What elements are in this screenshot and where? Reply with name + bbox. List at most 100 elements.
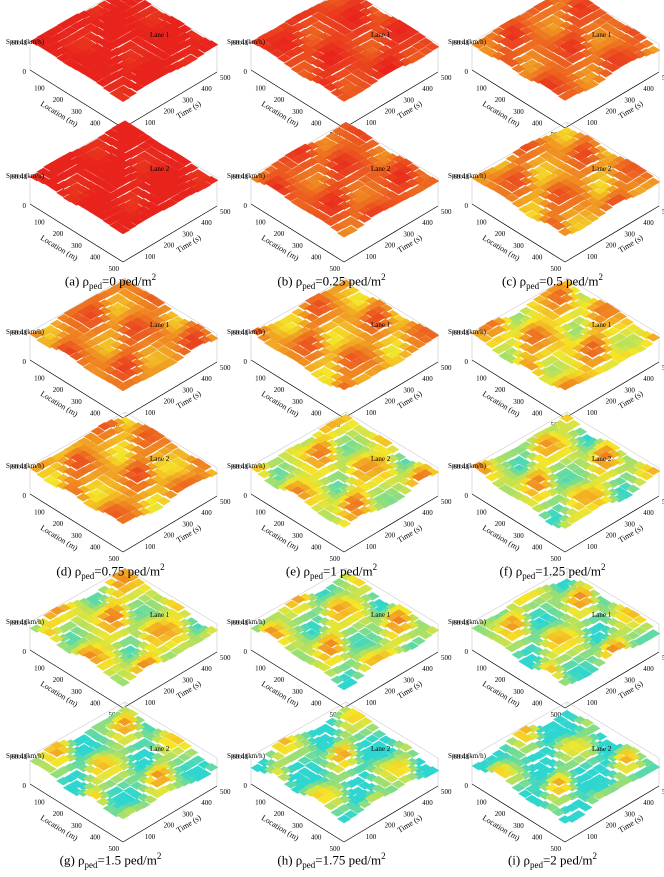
location-tick-label: 100 bbox=[34, 219, 45, 227]
surface-cell bbox=[190, 466, 205, 476]
zero-label: 0 bbox=[465, 358, 469, 366]
caption-prefix: (c) ρ bbox=[502, 273, 527, 289]
surface-cell bbox=[619, 175, 634, 184]
surface-cell bbox=[391, 186, 406, 195]
zero-label: 0 bbox=[465, 202, 469, 210]
surface-cell bbox=[122, 368, 138, 378]
surface-cell bbox=[592, 17, 608, 27]
time-tick-label: 400 bbox=[643, 799, 654, 807]
surface-cell bbox=[578, 209, 593, 218]
time-tick-label: 500 bbox=[220, 74, 231, 82]
caption-sup: 2 bbox=[156, 851, 162, 861]
time-tick-label: 300 bbox=[624, 96, 635, 104]
surface-cell bbox=[498, 189, 513, 198]
location-tick-label: 200 bbox=[53, 386, 64, 394]
caption-sub: ped bbox=[302, 859, 316, 870]
surface-cell bbox=[70, 22, 85, 31]
surface-cell bbox=[579, 157, 594, 166]
time-tick-label: 200 bbox=[164, 242, 175, 250]
location-tick-label: 200 bbox=[495, 230, 506, 238]
surface-cell bbox=[357, 214, 372, 223]
panel-e: 060.48100200300400500100200300400500Spee… bbox=[227, 277, 452, 563]
surface-cell bbox=[284, 17, 299, 27]
surface-cell bbox=[632, 33, 648, 42]
surface-cell bbox=[323, 82, 338, 92]
surface-cell bbox=[364, 209, 379, 218]
surface-cell bbox=[122, 88, 137, 98]
speed-axis-title: Speed (km/h) bbox=[227, 462, 266, 470]
location-tick-label: 200 bbox=[53, 96, 64, 104]
lane-2-plot: 060.48100200300400500100200300400500Spee… bbox=[227, 121, 452, 273]
surface-cell bbox=[344, 22, 360, 31]
speed-tick-label: 60.48 bbox=[11, 173, 27, 181]
surface-cell bbox=[572, 171, 587, 180]
surface-cell bbox=[96, 211, 111, 221]
zero-label: 0 bbox=[23, 202, 27, 210]
time-tick-label: 400 bbox=[201, 219, 212, 227]
surface-cell bbox=[557, 227, 573, 237]
surface-cell bbox=[539, 151, 554, 161]
surface-cell bbox=[504, 58, 520, 68]
surface-cell bbox=[323, 66, 339, 75]
zero-label: 0 bbox=[465, 782, 469, 790]
surface-cell bbox=[599, 13, 614, 22]
surface-cell bbox=[170, 161, 186, 171]
time-tick-label: 200 bbox=[164, 108, 175, 116]
time-tick-label: 300 bbox=[182, 96, 193, 104]
surface-cell bbox=[177, 190, 192, 199]
location-tick-label: 100 bbox=[34, 509, 45, 517]
surface-cell bbox=[425, 42, 440, 51]
surface-cell bbox=[559, 413, 575, 423]
caption-prefix: (a) ρ bbox=[64, 273, 90, 289]
lane-label: Lane 1 bbox=[150, 611, 170, 619]
lane-label: Lane 2 bbox=[371, 165, 391, 173]
lane-label: Lane 1 bbox=[592, 31, 612, 39]
surface-cell bbox=[137, 141, 152, 151]
surface-cell bbox=[418, 46, 433, 56]
surface-cell bbox=[270, 49, 285, 58]
time-tick-label: 200 bbox=[606, 398, 617, 406]
caption-value: =1.5 ped/m bbox=[97, 852, 157, 868]
location-tick-label: 300 bbox=[513, 108, 524, 116]
location-axis-line bbox=[471, 203, 566, 263]
location-tick-label: 200 bbox=[53, 676, 64, 684]
lane-2-plot: 060.48100200300400500100200300400500Spee… bbox=[6, 701, 231, 853]
surface-cell bbox=[290, 64, 305, 74]
location-tick-label: 300 bbox=[513, 532, 524, 540]
time-tick-label: 200 bbox=[385, 688, 396, 696]
lane-label: Lane 2 bbox=[592, 745, 612, 753]
zero-label: 0 bbox=[23, 358, 27, 366]
caption-sup: 2 bbox=[598, 272, 604, 282]
surface-cell bbox=[116, 373, 131, 382]
caption-value: =0.75 ped/m bbox=[94, 563, 161, 579]
surface-cell bbox=[511, 179, 526, 188]
lane-1-plot: 060.48100200300400500100200300400500Spee… bbox=[227, 567, 452, 719]
location-tick-label: 200 bbox=[53, 520, 64, 528]
panel-caption: (c) ρped=0.5 ped/m2 bbox=[442, 272, 663, 291]
panel-c: 0 60.48 100 200 300 400 500 100 200 300 400 500 Spee… bbox=[448, 0, 664, 273]
caption-sup: 2 bbox=[151, 272, 157, 282]
location-axis-line bbox=[29, 69, 124, 129]
time-tick-label: 300 bbox=[403, 230, 414, 238]
lane-2-plot: 060.48100200300400500100200300400500Spee… bbox=[6, 411, 231, 563]
location-tick-label: 300 bbox=[71, 242, 82, 250]
lane-label: Lane 1 bbox=[592, 611, 612, 619]
panel-caption: (f) ρped=1.25 ped/m2 bbox=[442, 562, 663, 581]
surface-cell bbox=[391, 35, 406, 44]
surface-cell bbox=[572, 10, 588, 20]
location-tick-label: 400 bbox=[532, 409, 543, 417]
time-axis-line bbox=[122, 71, 218, 129]
caption-prefix: (b) ρ bbox=[277, 273, 303, 289]
panel-caption: (d) ρped=0.75 ped/m2 bbox=[0, 562, 221, 581]
time-tick-label: 200 bbox=[385, 108, 396, 116]
location-tick-label: 400 bbox=[311, 253, 322, 261]
surface-cell bbox=[83, 311, 98, 321]
location-tick-label: 100 bbox=[255, 85, 266, 93]
surface-cell bbox=[317, 70, 332, 80]
surface-cell bbox=[177, 347, 192, 356]
surface-cell bbox=[605, 63, 620, 73]
lane-label: Lane 2 bbox=[150, 455, 170, 463]
surface-cell bbox=[578, 199, 593, 209]
surface-cell bbox=[170, 194, 185, 203]
